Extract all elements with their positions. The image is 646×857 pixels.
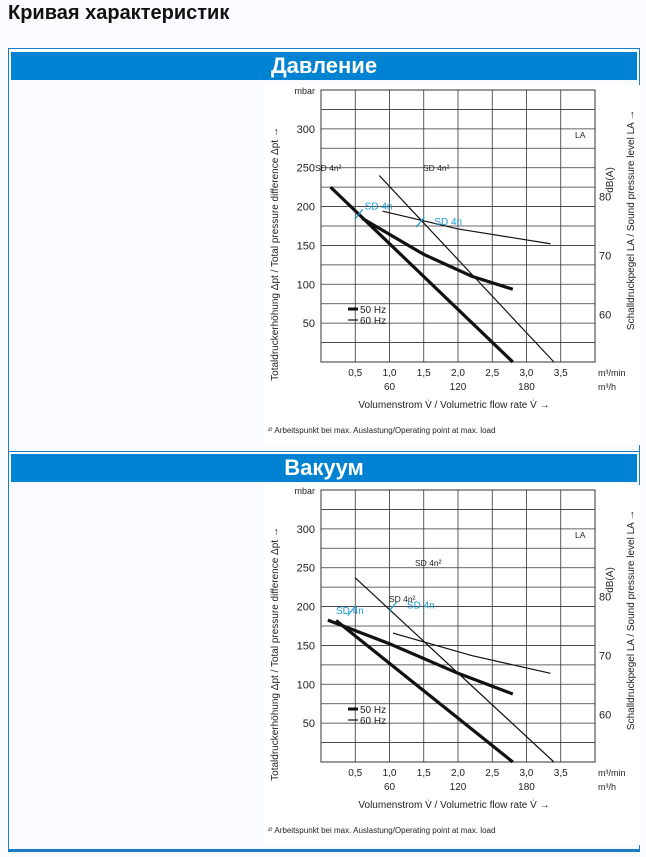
characteristics-panel: Давление 50 100 150 200 250 300 mbar 60 70 80 dB(A… xyxy=(8,48,640,852)
operating-point-label: SD 4n xyxy=(407,601,435,612)
x2-tick-label: 180 xyxy=(518,382,535,393)
y-tick-label: 200 xyxy=(297,602,315,614)
y-tick-label: 250 xyxy=(297,163,315,175)
x2-unit-label: m³/h xyxy=(598,782,616,792)
x-tick-label: 2,0 xyxy=(451,368,465,379)
x-tick-label: 2,5 xyxy=(485,368,499,379)
x-tick-label: 0,5 xyxy=(348,368,362,379)
y-tick-label: 50 xyxy=(303,718,315,730)
section-header-vacuum: Вакуум xyxy=(11,454,637,482)
y2-unit-label: dB(A) xyxy=(605,567,616,593)
plot-frame xyxy=(320,89,596,363)
operating-point-marker xyxy=(415,216,425,228)
x2-tick-label: 60 xyxy=(384,782,396,793)
curve-annotation: SD 4n² xyxy=(423,163,450,173)
x-axis-title: Volumenstrom V̇ / Volumetric flow rate V… xyxy=(358,398,549,411)
y-tick-label: 150 xyxy=(297,640,315,652)
y-tick-label: 100 xyxy=(297,679,315,691)
y2-tick-label: 70 xyxy=(599,651,611,663)
x-tick-label: 0,5 xyxy=(348,768,362,779)
series-line-60-hz xyxy=(378,175,555,363)
x2-tick-label: 180 xyxy=(518,782,535,793)
series-line-la-50-hz xyxy=(361,216,514,291)
y2-unit-label: dB(A) xyxy=(605,167,616,193)
curve-annotation: LA xyxy=(575,130,586,140)
y-unit-label: mbar xyxy=(294,486,315,496)
divider xyxy=(9,451,639,452)
curve-annotation: SD 4n² xyxy=(315,163,342,173)
x-axis-title: Volumenstrom V̇ / Volumetric flow rate V… xyxy=(358,798,549,811)
x2-tick-label: 120 xyxy=(450,382,467,393)
y2-axis-title: Schalldruckpegel LA / Sound pressure lev… xyxy=(626,110,637,330)
operating-point-label: SD 4n xyxy=(434,217,462,228)
legend-label: 50 Hz xyxy=(360,705,386,716)
operating-point-marker xyxy=(347,605,357,616)
y-tick-label: 100 xyxy=(297,279,315,291)
y-axis-title: Totaldruckerhöhung Δpt / Total pressure … xyxy=(270,527,281,781)
y2-tick-label: 60 xyxy=(599,710,611,722)
y2-tick-label: 80 xyxy=(599,591,611,603)
legend-label: 60 Hz xyxy=(360,716,386,727)
footnote: ²⁾ Arbeitspunkt bei max. Auslastung/Oper… xyxy=(268,426,495,435)
series-line-60-hz xyxy=(354,577,555,763)
y-unit-label: mbar xyxy=(294,86,315,96)
series-line-la-60-hz xyxy=(392,632,551,674)
x-tick-label: 1,5 xyxy=(417,768,431,779)
operating-point-label: SD 4n xyxy=(365,201,393,212)
page-title: Кривая характеристик xyxy=(8,2,230,24)
pressure-chart: 50 100 150 200 250 300 mbar 60 70 80 dB(A) 0,5 1,0 1,… xyxy=(264,85,640,445)
x2-unit-label: m³/h xyxy=(598,382,616,392)
y2-axis-title: Schalldruckpegel LA / Sound pressure lev… xyxy=(626,510,637,730)
x-tick-label: 2,0 xyxy=(451,768,465,779)
y2-tick-label: 60 xyxy=(599,310,611,322)
operating-point-marker xyxy=(388,601,398,612)
curve-annotation: SD 4n² xyxy=(415,558,442,568)
x-tick-label: 1,0 xyxy=(383,768,397,779)
x-tick-label: 3,0 xyxy=(520,768,534,779)
x-tick-label: 3,5 xyxy=(554,368,568,379)
series-line-la-50-hz xyxy=(327,618,514,696)
x-tick-label: 2,5 xyxy=(485,768,499,779)
footnote: ²⁾ Arbeitspunkt bei max. Auslastung/Oper… xyxy=(268,826,495,835)
y-tick-label: 200 xyxy=(297,202,315,214)
x-tick-label: 3,0 xyxy=(520,368,534,379)
y-tick-label: 300 xyxy=(297,124,315,136)
x2-tick-label: 120 xyxy=(450,782,467,793)
y-tick-label: 50 xyxy=(303,318,315,330)
x-tick-label: 3,5 xyxy=(554,768,568,779)
x-tick-label: 1,0 xyxy=(383,368,397,379)
y-tick-label: 300 xyxy=(297,524,315,536)
curve-annotation: LA xyxy=(575,530,586,540)
y-tick-label: 150 xyxy=(297,240,315,252)
y2-tick-label: 80 xyxy=(599,191,611,203)
operating-point-marker xyxy=(354,208,364,220)
operating-point-label: SD 4n xyxy=(336,606,364,617)
section-header-pressure: Давление xyxy=(11,52,637,80)
x-unit-label: m³/min xyxy=(598,768,626,778)
y2-tick-label: 70 xyxy=(599,251,611,263)
series-line-50-hz xyxy=(329,185,514,364)
legend-label: 50 Hz xyxy=(360,305,386,316)
x-unit-label: m³/min xyxy=(598,368,626,378)
series-line-50-hz xyxy=(335,619,514,764)
legend-label: 60 Hz xyxy=(360,316,386,327)
curve-annotation: SD 4n² xyxy=(389,594,416,604)
series-line-la-60-hz xyxy=(382,210,551,245)
x-tick-label: 1,5 xyxy=(417,368,431,379)
y-tick-label: 250 xyxy=(297,563,315,575)
plot-frame xyxy=(320,489,596,763)
vacuum-chart: 50 100 150 200 250 300 mbar 60 70 80 dB(A) 0,5 1,0 1,… xyxy=(264,485,640,845)
y-axis-title: Totaldruckerhöhung Δpt / Total pressure … xyxy=(270,127,281,381)
x2-tick-label: 60 xyxy=(384,382,396,393)
